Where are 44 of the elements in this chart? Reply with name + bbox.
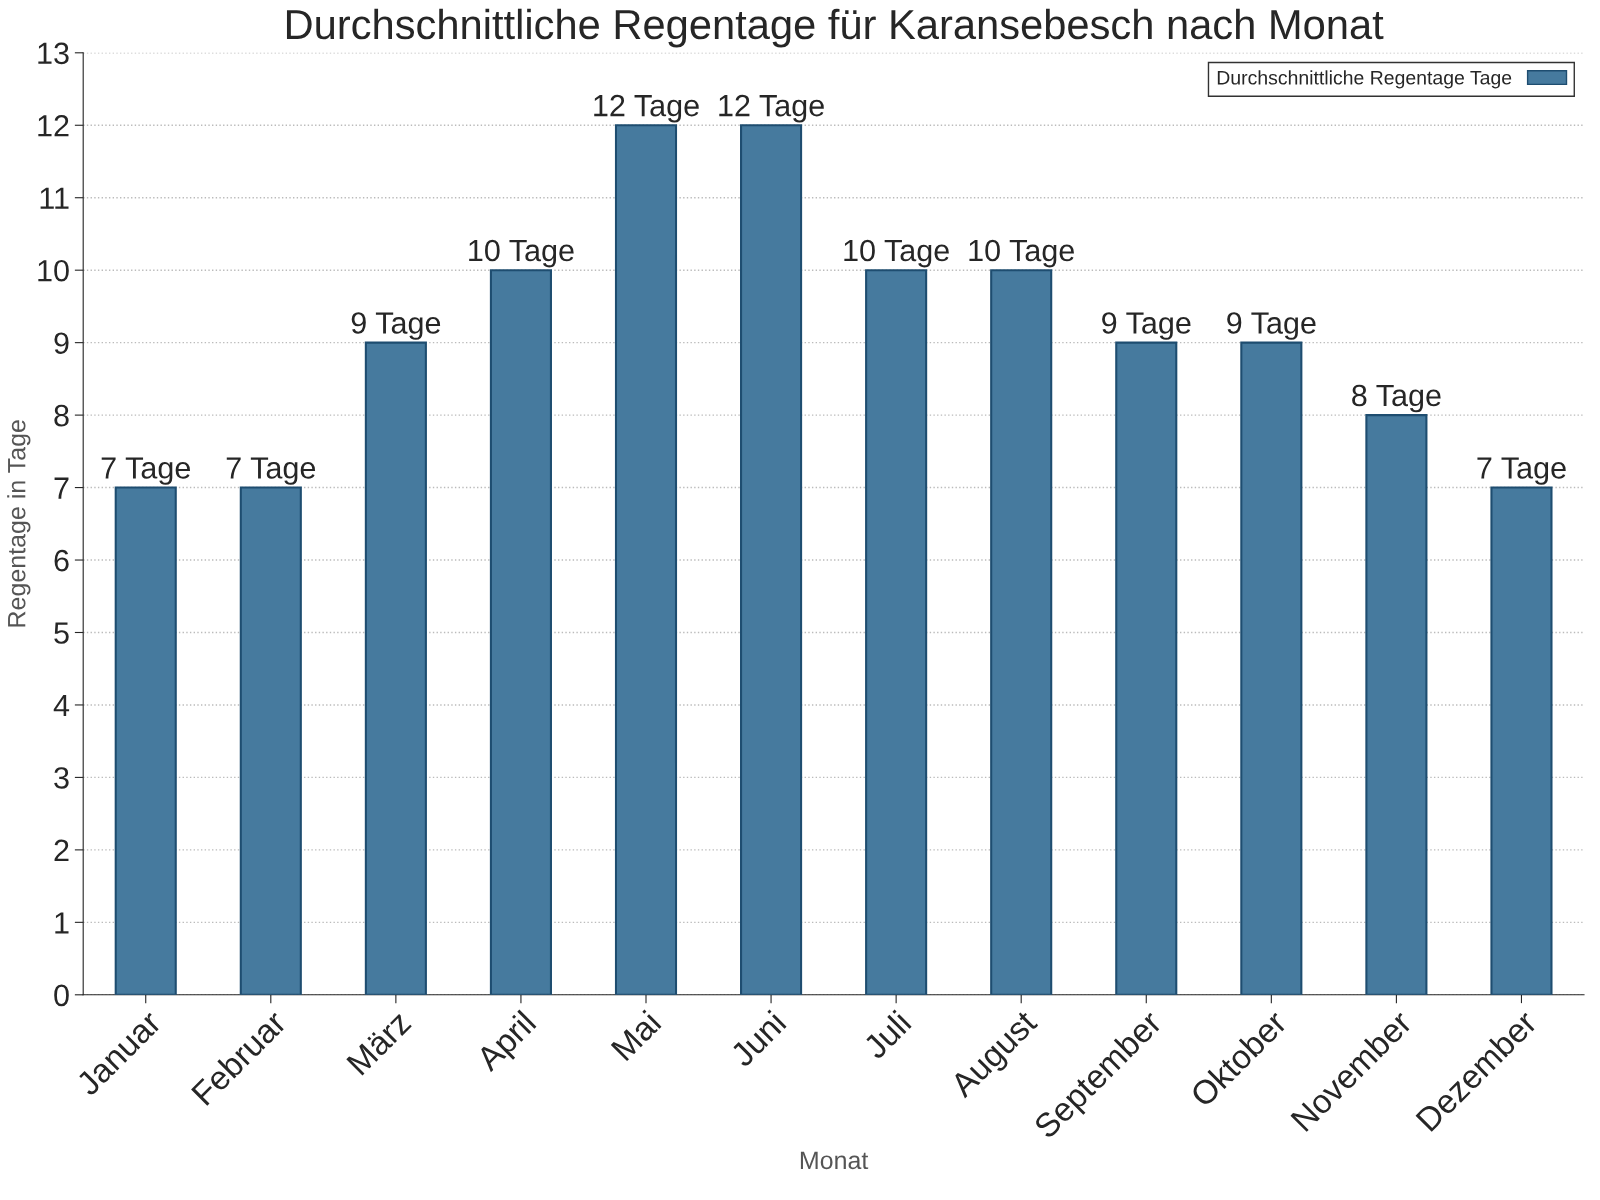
data-label: 7 Tage bbox=[226, 457, 316, 485]
data-label: 12 Tage bbox=[719, 94, 824, 123]
data-label: 9 Tage bbox=[351, 312, 441, 340]
legend-label: Durchschnittliche Regentage Tage bbox=[1217, 70, 1512, 89]
data-label: 7 Tage bbox=[1477, 457, 1566, 485]
y-tick-label: 5 bbox=[54, 622, 69, 644]
y-tick-label: 2 bbox=[54, 839, 69, 861]
data-label: 8 Tage bbox=[1352, 384, 1441, 413]
data-label: 10 Tage bbox=[844, 239, 949, 268]
data-label: 9 Tage bbox=[1227, 312, 1316, 340]
bar bbox=[740, 124, 803, 995]
x-tick-label: Mai bbox=[609, 1009, 662, 1062]
y-tick-label: 0 bbox=[54, 984, 69, 1007]
bar bbox=[1115, 341, 1178, 995]
y-tick-label: 3 bbox=[54, 767, 69, 789]
y-tick-label: 9 bbox=[54, 332, 69, 355]
data-label: 12 Tage bbox=[594, 94, 699, 123]
data-label: 9 Tage bbox=[1102, 312, 1191, 340]
y-tick-label: 7 bbox=[54, 477, 69, 499]
x-tick-label: Juli bbox=[861, 1009, 912, 1061]
y-tick-label: 13 bbox=[38, 42, 69, 65]
bar bbox=[1240, 341, 1303, 995]
y-tick-label: 6 bbox=[54, 549, 69, 572]
data-label: 10 Tage bbox=[469, 239, 574, 268]
y-tick-label: 8 bbox=[54, 404, 69, 427]
chart-title: Durchschnittliche Regentage für Karansebesch nach Monat bbox=[286, 8, 1384, 48]
x-axis-title: Monat bbox=[800, 1151, 869, 1170]
y-tick-label: 1 bbox=[55, 912, 69, 934]
bar bbox=[614, 124, 678, 995]
bar bbox=[364, 341, 427, 995]
bar bbox=[114, 486, 177, 995]
bar bbox=[239, 486, 302, 995]
bar bbox=[990, 269, 1053, 995]
data-label: 7 Tage bbox=[101, 457, 190, 485]
y-tick-label: 11 bbox=[40, 187, 69, 209]
bar bbox=[1490, 486, 1553, 995]
y-tick-label: 10 bbox=[38, 259, 69, 282]
bar bbox=[865, 269, 928, 995]
bar bbox=[489, 269, 552, 995]
bar bbox=[1365, 414, 1428, 995]
data-label: 10 Tage bbox=[969, 239, 1074, 268]
y-tick-label: 4 bbox=[53, 695, 70, 717]
y-axis-title: Regentage in Tage bbox=[7, 420, 31, 627]
y-tick-label: 12 bbox=[38, 115, 69, 137]
